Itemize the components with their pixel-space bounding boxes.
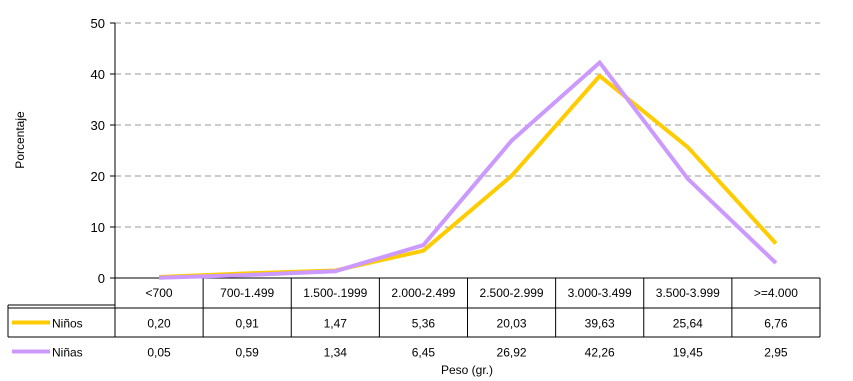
y-tick-label: 40 xyxy=(91,67,105,82)
table-cell-value: 0,05 xyxy=(147,346,171,360)
data-table: <700 700-1.499 1.500-.1999 2.000-2.499 2.500… xyxy=(7,278,821,360)
table-cell-value: 0,59 xyxy=(236,346,260,360)
x-category-label: 2.500-2.999 xyxy=(480,286,544,300)
x-category-label: 2.000-2.499 xyxy=(391,286,455,300)
table-cell-value: 26,92 xyxy=(497,346,527,360)
table-cell-value: 42,26 xyxy=(585,346,615,360)
x-category-label: 3.500-3.999 xyxy=(656,286,720,300)
legend-label: Niños xyxy=(52,317,83,331)
table-cell-value: 39,63 xyxy=(585,317,615,331)
y-tick-label: 0 xyxy=(98,271,105,286)
y-tick-label: 50 xyxy=(91,16,105,31)
x-category-label: 1.500-.1999 xyxy=(303,286,367,300)
table-cell-value: 20,03 xyxy=(497,317,527,331)
y-tick-label: 30 xyxy=(91,118,105,133)
table-cell-value: 6,76 xyxy=(764,317,788,331)
table-cell-value: 5,36 xyxy=(412,317,436,331)
y-axis-ticks: 0 10 20 30 40 50 xyxy=(91,16,115,286)
table-cell-value: 1,47 xyxy=(324,317,348,331)
series-line-ninas xyxy=(159,59,778,280)
table-cell-value: 2,95 xyxy=(764,346,788,360)
y-tick-label: 10 xyxy=(91,220,105,235)
table-cell-value: 25,64 xyxy=(673,317,703,331)
table-cell-value: 19,45 xyxy=(673,346,703,360)
series-lines xyxy=(159,59,778,280)
y-axis-title: Porcentaje xyxy=(13,111,27,169)
y-tick-label: 20 xyxy=(91,169,105,184)
legend-label: Niñas xyxy=(52,346,83,360)
table-cell-value: 0,20 xyxy=(147,317,171,331)
x-category-label: 3.000-3.499 xyxy=(568,286,632,300)
x-axis-title: Peso (gr.) xyxy=(441,363,493,377)
x-category-label: 700-1.499 xyxy=(220,286,274,300)
x-category-label: >=4.000 xyxy=(754,286,798,300)
gridlines xyxy=(115,22,820,228)
table-cell-value: 6,45 xyxy=(412,346,436,360)
x-category-label: <700 xyxy=(146,286,173,300)
table-cell-value: 0,91 xyxy=(236,317,260,331)
table-cell-value: 1,34 xyxy=(324,346,348,360)
